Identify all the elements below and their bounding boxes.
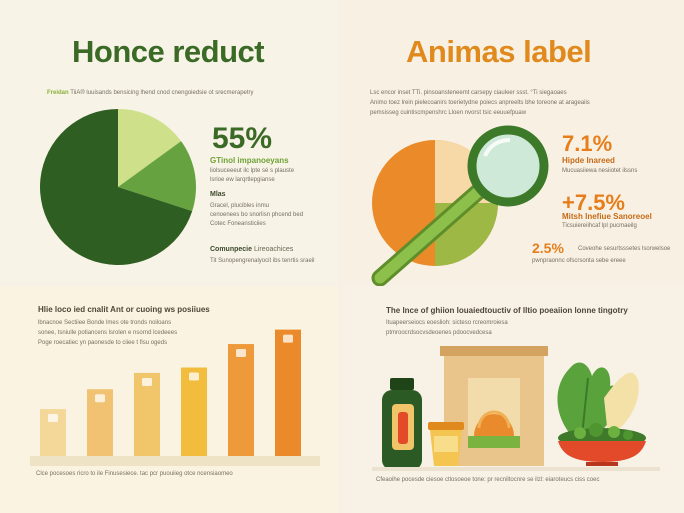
stat-line-1: liolsuceeeut ilc lpte sé s plauste [210,168,295,174]
bar-3 [134,372,160,456]
chart-baseline [30,456,320,466]
bar-5 [228,344,254,456]
panel-title: Animas label [406,34,592,69]
stat-2-line: Ticsuiereiihcaf lpl pucmaeilg [562,223,637,229]
stat-1-line: Mucuasiiewa nesiiotet ilssns [562,168,638,174]
bar-6 [275,329,301,456]
stat-2-label: Mitsh Inefiue Sanoreoel [562,212,652,221]
footer-text: Clce pocesoes ricro to ile Finusesiece. … [36,471,233,477]
intro-line-2: Animo toez lrein pielecoanirs toerietydn… [370,100,590,106]
intro-line-3: pemsisseg cuintiscmpenshrc Lloen nvorst … [370,110,527,116]
pie-chart [40,109,196,265]
panel-products: The lnce of ghiion Iouaiedtouctiv of llt… [342,286,684,513]
header-line-3: sonee, tsniulle potiancens lsrolen e nso… [38,330,178,336]
intro-body: TiiA® luuisands bensicing lhend cnod cne… [70,90,254,96]
tag-icon [236,349,246,358]
salad-bowl-icon [558,423,646,466]
section-title-2: Comunpecie Lireoachices [210,246,293,253]
section-title-1: Mlas [210,191,226,198]
section-line-2: cenoenees bo snorlisn phcend bed [210,212,304,218]
pie-slice-mid [118,141,196,212]
stat-value: 55% [212,122,273,155]
header-line-4: Poge roecatiec yn paonesde to ciiee t fi… [38,340,168,346]
panel-title: Honce reduct [72,34,265,69]
intro-line-1: Lsc encor inset TTi. pinsoansteneemt car… [370,90,567,96]
magnifier-icon [371,125,549,287]
tag-icon [48,414,58,423]
tag-icon [189,372,199,381]
section-title-2-main: Comunpecie [210,246,253,253]
stat-3-value: 2.5% [532,240,564,256]
bottle-icon [382,378,422,470]
bar-4 [181,367,207,456]
product-illustration [372,346,660,471]
pie-slice-light [118,109,182,187]
pie-slice-dark [40,109,193,265]
panel-bar-chart: Hlie loco ied cnalit Ant or cuoing ws po… [0,286,338,513]
tag-icon [142,377,152,386]
panel-home-product: Honce reduct Freidan TiiA® luuisands ben… [0,0,338,282]
header-line-2: lbnacnoe Sectiiee Bonde lmes ote tronds … [38,320,172,326]
tag-icon [95,394,105,403]
intro-text: Freidan TiiA® luuisands bensicing lhend … [47,89,254,97]
package-icon [440,346,548,466]
stat-1-label: Hipde Inareed [562,156,615,165]
stat-label: GTinol impanoeyans [210,156,289,165]
section-line-3: Cotec Foneansticiies [210,221,266,227]
header-line-2: Ituapeerseiocs eoeslioh: sicteso rcreomr… [386,320,508,326]
stat-2-value: +7.5% [562,190,625,215]
section-line-4: Tit Sunopengrenalyocit ibs tenrtis sraei… [210,258,315,264]
panel-animal-label: Animas label Lsc encor inset TTi. pinsoa… [342,0,684,287]
lettuce-icon [557,362,639,438]
intro-lead: Freidan [47,90,69,96]
bar-chart [30,329,320,466]
footer-text: Cfeaoihe pocesde ciesoe ctlosoeoe tone: … [376,477,600,483]
header-line-3: ptmroocrdsocvsdeoenes pdoocvedcesa [386,330,492,336]
stat-3-line-2: pwnpraonnc ofscrsonta sebe ereee [532,258,626,264]
section-line-1: Gracel, plucibles inmu [210,203,270,209]
header-line-1: Hlie loco ied cnalit Ant or cuoing ws po… [38,305,210,314]
tag-icon [283,334,293,343]
jar-icon [428,422,464,466]
stat-line-2: lsrioe ew larqrtlepgianse [210,177,275,183]
stat-1-value: 7.1% [562,131,613,156]
section-title-2-suffix: Lireoachices [253,246,294,253]
header-line-1: The lnce of ghiion Iouaiedtouctiv of llt… [386,306,628,315]
stat-3-line-1: Coveohe sesurtsssetes lsorwelsoe [578,246,671,252]
